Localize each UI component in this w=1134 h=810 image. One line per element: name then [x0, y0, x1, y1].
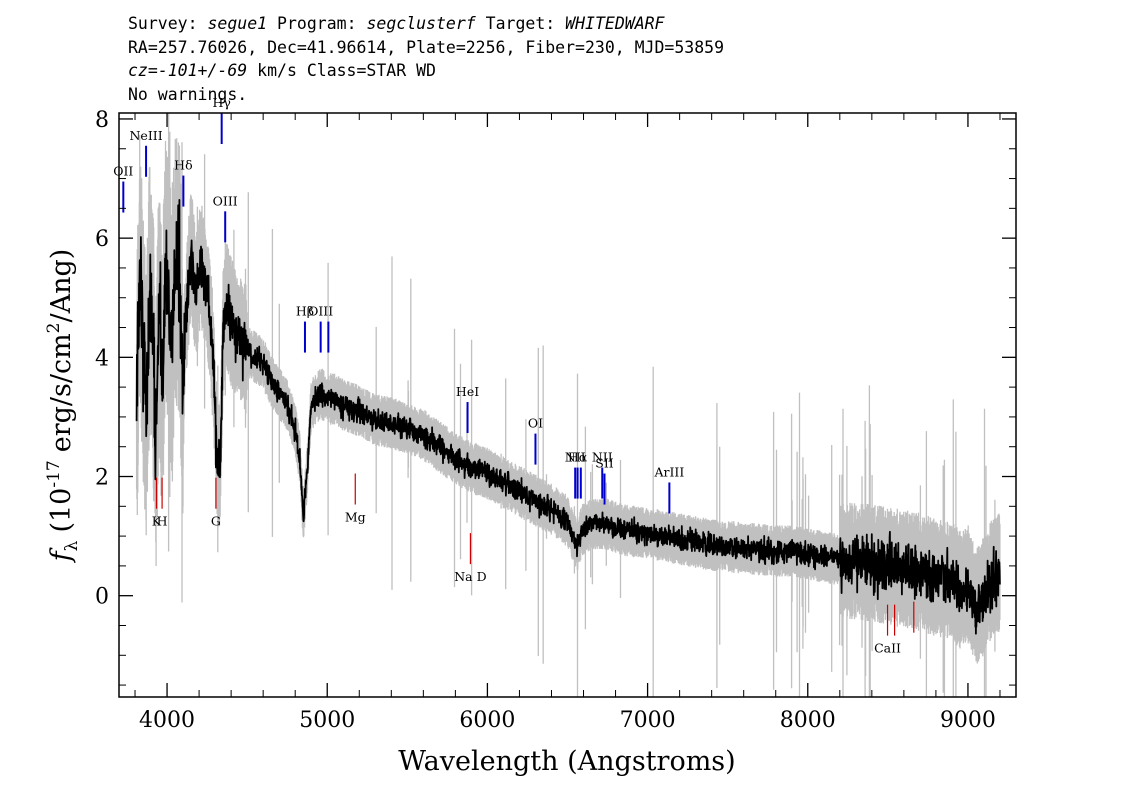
- line-label-oi-9: OI: [528, 416, 543, 431]
- line-label-neiii-1: NeIII: [129, 128, 162, 143]
- error-band-layer: [135, 113, 1001, 697]
- line-label-g-18: G: [211, 514, 221, 529]
- line-label-nii-13: NII: [592, 450, 613, 465]
- line-label-h--5: Hβ: [296, 304, 314, 319]
- line-label-k-16: K: [152, 514, 162, 529]
- y-tick-label: 6: [95, 227, 109, 252]
- x-tick-label: 5000: [299, 708, 355, 733]
- y-tick-label: 4: [95, 346, 109, 371]
- warnings-text: No warnings.: [128, 84, 248, 104]
- y-title-exp1: -17: [44, 460, 64, 487]
- line-label-ariii-15: ArIII: [653, 464, 684, 479]
- line-label-sii-14: SII: [595, 456, 614, 471]
- line-label-h--11: Hα: [568, 450, 588, 465]
- cz-value: -101+/-69: [157, 61, 248, 80]
- y-title-open: (10: [46, 488, 77, 533]
- survey-label: Survey:: [128, 14, 198, 33]
- y-tick-label: 0: [95, 585, 109, 610]
- line-label-oiii-6: OIII: [308, 304, 333, 319]
- class-text: km/s Class=STAR WD: [257, 61, 436, 80]
- y-tick-label: 2: [95, 466, 109, 491]
- line-label-hei-8: HeI: [456, 384, 479, 399]
- line-label-h--3: Hγ: [212, 95, 230, 110]
- y-axis-title: fλ(10-17erg/s/cm2/Ang): [44, 249, 82, 564]
- header-line-3: cz=-101+/-69 km/s Class=STAR WD: [128, 59, 724, 83]
- flux-layer: [135, 199, 1001, 635]
- x-tick-label: 8000: [780, 708, 836, 733]
- program-value: segclusterf: [366, 14, 476, 33]
- line-label-h--2: Hδ: [174, 158, 192, 173]
- x-tick-label: 7000: [620, 708, 676, 733]
- header-line-1: Survey: segue1 Program: segclusterf Targ…: [128, 12, 724, 36]
- flux-series-line: [135, 199, 1001, 635]
- cz-label: cz=: [128, 61, 158, 80]
- line-label-nii-10: NII: [565, 450, 586, 465]
- survey-value: segue1: [207, 14, 268, 33]
- x-tick-label: 6000: [459, 708, 515, 733]
- x-tick-label: 9000: [940, 708, 996, 733]
- plot-frame: [118, 112, 1017, 698]
- x-tick-label: 4000: [139, 708, 195, 733]
- line-label-na-d-20: Na D: [454, 569, 486, 584]
- header-line-2: RA=257.76026, Dec=41.96614, Plate=2256, …: [128, 37, 725, 57]
- target-label: Target:: [485, 14, 556, 33]
- error-band: [135, 113, 1001, 697]
- line-label-mg-19: Mg: [345, 510, 366, 525]
- line-label-oiii-4: OIII: [213, 193, 238, 208]
- spectral-lines-layer: [122, 113, 915, 636]
- y-title-mid: erg/s/cm: [46, 333, 77, 452]
- line-label-caii-21: CaII: [874, 641, 901, 656]
- target-value: WHITEDWARF: [565, 14, 665, 33]
- line-label-oii-0: OII: [113, 164, 133, 179]
- axis-ticks: 4000 5000 6000 7000 8000 9000 0 2 4 6 8: [95, 108, 1016, 733]
- y-tick-label: 8: [95, 108, 109, 133]
- y-title-exp2: 2: [44, 322, 64, 333]
- x-axis-title: Wavelength (Angstroms): [398, 746, 735, 777]
- program-label: Program:: [277, 14, 357, 33]
- y-title-close: /Ang): [46, 249, 77, 323]
- line-label-h-17: H: [157, 514, 168, 529]
- spectrum-header: Survey: segue1 Program: segclusterf Targ…: [128, 12, 724, 106]
- y-title-sub: λ: [62, 540, 82, 551]
